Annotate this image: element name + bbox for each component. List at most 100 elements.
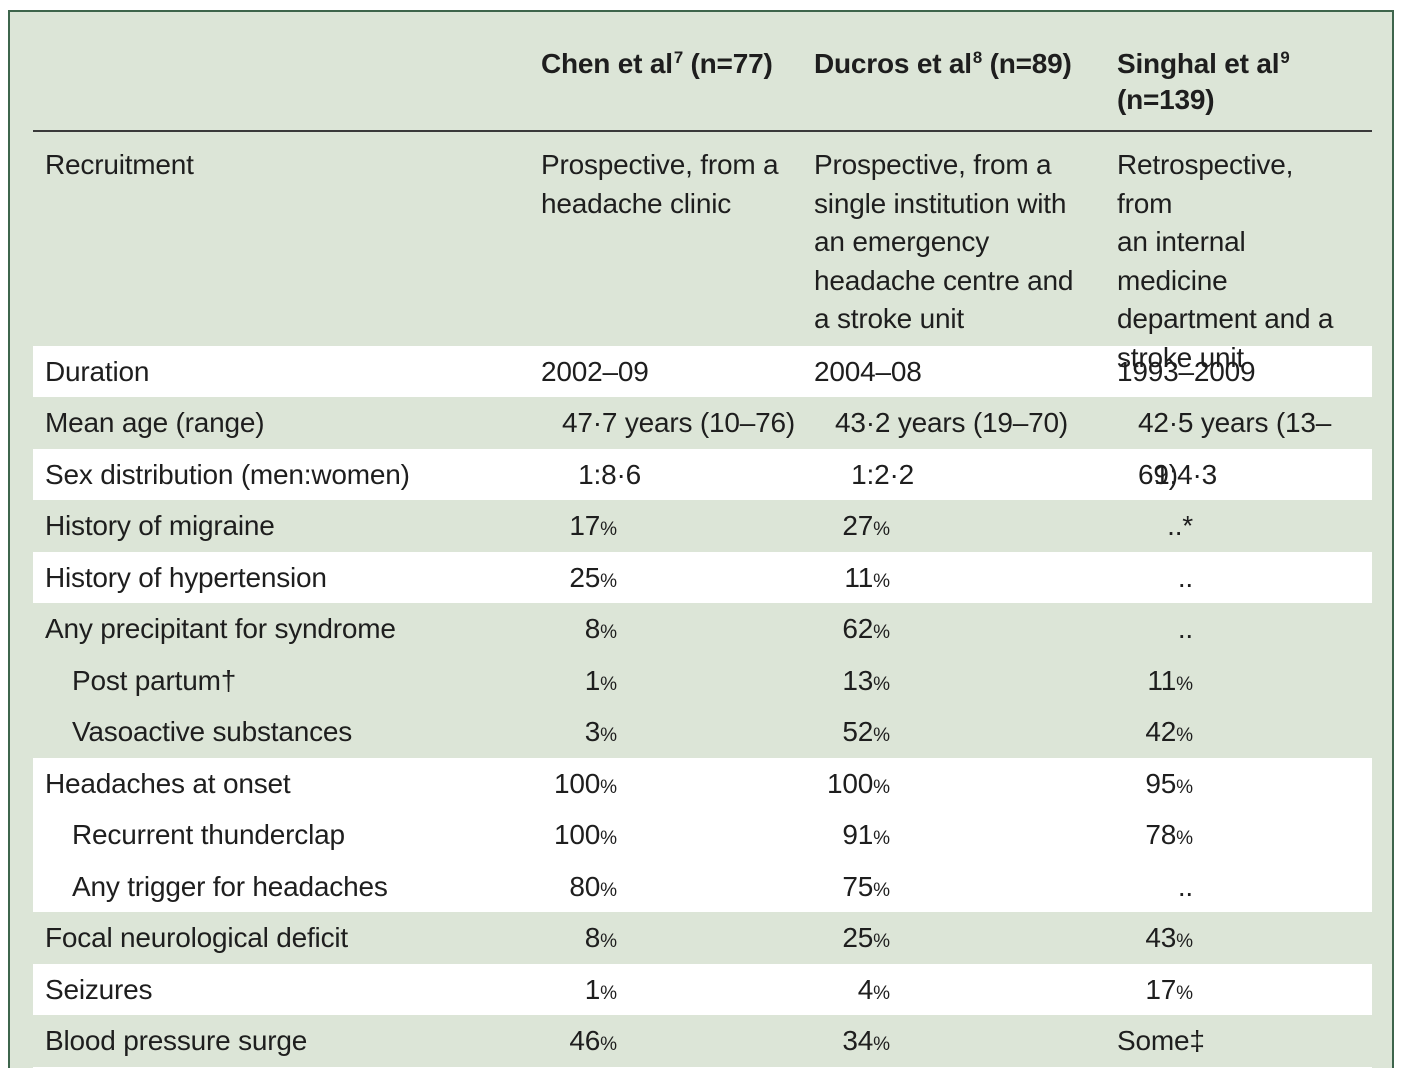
- cell-value: 100%: [814, 758, 1117, 814]
- cell-value: 13%: [814, 655, 1117, 711]
- study-name: Chen et al: [541, 48, 673, 79]
- value-box: 27%: [842, 510, 890, 541]
- value-box: 62%: [842, 613, 890, 644]
- table-row: Duration 2002–09 2004–08 1993–2009: [10, 345, 1392, 398]
- cell-value: 100%: [541, 758, 814, 814]
- cell-value: 47·7 years (10–76): [562, 407, 795, 438]
- column-header: Chen et al7 (n=77): [541, 46, 814, 130]
- table-row: Headaches at onset 100% 100% 95%: [10, 757, 1392, 810]
- value-box: 95%: [1145, 767, 1193, 799]
- cell-value: ..*: [1117, 500, 1352, 556]
- row-label: Vasoactive substances: [72, 716, 353, 747]
- row-label: Seizures: [45, 973, 153, 1005]
- cell-value: 42·5 years (13–69): [1138, 407, 1332, 490]
- cell-value: 43%: [1117, 912, 1352, 968]
- row-label: Focal neurological deficit: [45, 922, 348, 953]
- cell-value: ..: [1117, 603, 1352, 659]
- cell-value: 11%: [1117, 655, 1352, 711]
- cell-value: 43·2 years (19–70): [835, 407, 1068, 438]
- row-label: Recurrent thunderclap: [72, 819, 345, 850]
- cell-value: 8%: [541, 912, 814, 968]
- table-row: Sex distribution (men:women) 1:8·6 1:2·2 1:…: [10, 448, 1392, 501]
- sample-size: (n=89): [982, 48, 1072, 79]
- value-box: 11%: [1147, 664, 1193, 696]
- cell-value: 1%: [541, 964, 814, 1020]
- cell-value: 80%: [541, 861, 814, 917]
- cell-value: 2002–09: [541, 355, 649, 387]
- value-box: 25%: [842, 922, 890, 953]
- cell-value: 27%: [814, 500, 1117, 556]
- value-box: 3%: [584, 716, 617, 747]
- value-box: 11%: [844, 561, 890, 593]
- value-box: 1:2·2: [851, 458, 914, 490]
- table-body: Recruitment Prospective, from a headache …: [10, 132, 1392, 1067]
- reference-superscript: 8: [972, 47, 983, 67]
- table-row: Post partum† 1% 13% 11%: [10, 655, 1392, 707]
- cell-value: 95%: [1117, 758, 1352, 814]
- column-header: Ducros et al8 (n=89): [814, 46, 1117, 130]
- table-row: Recruitment Prospective, from a headache …: [10, 132, 1392, 373]
- cell-value: 1993–2009: [1117, 355, 1256, 387]
- value-box: 100%: [553, 767, 617, 799]
- value-box: 34%: [842, 1025, 890, 1056]
- table-row: Any trigger for headaches 80% 75%..: [10, 860, 1392, 913]
- value-box: ..*: [1167, 510, 1193, 541]
- value-box: 25%: [569, 561, 617, 593]
- cell-value: 8%: [541, 603, 814, 659]
- value-box: 1%: [584, 973, 617, 1005]
- cell-value: 75%: [814, 861, 1117, 917]
- row-label: Duration: [45, 355, 150, 387]
- value-box: 42%: [1145, 716, 1193, 747]
- cell-value: 46%: [541, 1015, 814, 1068]
- value-box: 52%: [842, 716, 890, 747]
- value-box: 43%: [1145, 922, 1193, 953]
- cell-value: ..: [1117, 861, 1352, 917]
- table-row: History of hypertension 25% 11%..: [10, 551, 1392, 604]
- row-label: Recruitment: [45, 149, 194, 180]
- cell-value: ..: [1117, 552, 1352, 608]
- cell-value: 17%: [1117, 964, 1352, 1020]
- study-comparison-table: Chen et al7 (n=77) Ducros et al8 (n=89) Si…: [8, 10, 1394, 1068]
- value-box: 1:8·6: [578, 458, 641, 490]
- cell-value: 91%: [814, 809, 1117, 865]
- row-label: Headaches at onset: [45, 767, 291, 799]
- value-box: 78%: [1145, 819, 1193, 850]
- value-box: 8%: [584, 922, 617, 953]
- sample-size: (n=139): [1117, 84, 1215, 115]
- study-name: Ducros et al: [814, 48, 972, 79]
- cell-value: Retrospective, from an internal medicine…: [1117, 149, 1334, 373]
- cell-value: 100%: [541, 809, 814, 865]
- sample-size: (n=77): [682, 48, 773, 79]
- cell-value: 1:4·3: [1117, 449, 1352, 501]
- cell-value: 1:2·2: [814, 449, 1117, 501]
- row-label: Any trigger for headaches: [72, 870, 388, 902]
- row-label: History of migraine: [45, 510, 275, 541]
- cell-value: 1%: [541, 655, 814, 711]
- cell-value: 52%: [814, 706, 1117, 762]
- table-row: Mean age (range) 47·7 years (10–76) 43·2 y…: [10, 397, 1392, 490]
- value-box: 91%: [842, 819, 890, 850]
- row-label: Mean age (range): [45, 407, 265, 438]
- table-row-partial: [10, 1066, 1392, 1068]
- row-label: Blood pressure surge: [45, 1025, 308, 1056]
- table-row: Blood pressure surge 46% 34% Some‡: [10, 1015, 1392, 1067]
- row-label: History of hypertension: [45, 561, 327, 593]
- table-header-row: Chen et al7 (n=77) Ducros et al8 (n=89) Si…: [10, 12, 1392, 130]
- value-box: 1:4·3: [1154, 458, 1217, 490]
- header-empty-cell: [45, 46, 541, 130]
- table-row: Vasoactive substances 3% 52% 42%: [10, 706, 1392, 758]
- value-box: 8%: [584, 613, 617, 644]
- cell-value: 62%: [814, 603, 1117, 659]
- value-box: 100%: [826, 767, 890, 799]
- study-name: Singhal et al: [1117, 48, 1280, 79]
- cell-value: 25%: [541, 552, 814, 608]
- cell-value: 1:8·6: [541, 449, 814, 501]
- cell-value: 3%: [541, 706, 814, 762]
- cell-value: 17%: [541, 500, 814, 556]
- value-box: ..: [1177, 613, 1193, 644]
- reference-superscript: 9: [1280, 47, 1290, 67]
- cell-value: 2004–08: [814, 355, 922, 387]
- reference-superscript: 7: [673, 47, 683, 67]
- row-label: Post partum†: [72, 664, 237, 696]
